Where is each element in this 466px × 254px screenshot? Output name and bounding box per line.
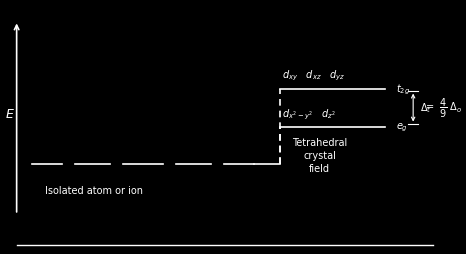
Text: $=\ \dfrac{4}{9}\ \Delta_o$: $=\ \dfrac{4}{9}\ \Delta_o$	[424, 97, 462, 120]
Text: Tetrahedral
crystal
field: Tetrahedral crystal field	[292, 137, 347, 173]
Text: Isolated atom or ion: Isolated atom or ion	[45, 185, 143, 195]
Text: $d_{x^2-y^2}$   $d_{z^2}$: $d_{x^2-y^2}$ $d_{z^2}$	[282, 108, 336, 122]
Text: $t_{2g}$: $t_{2g}$	[396, 82, 410, 97]
Text: $\Delta_t$: $\Delta_t$	[420, 101, 432, 115]
Text: $d_{xy}$   $d_{xz}$   $d_{yz}$: $d_{xy}$ $d_{xz}$ $d_{yz}$	[282, 69, 346, 83]
Text: E: E	[5, 108, 13, 121]
Text: $e_g$: $e_g$	[396, 121, 408, 133]
